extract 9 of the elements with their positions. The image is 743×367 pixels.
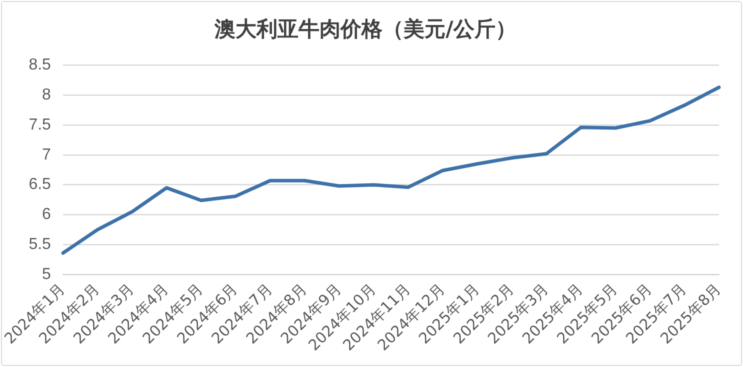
y-tick-label: 8 (42, 86, 52, 104)
y-tick-label: 6.5 (28, 176, 52, 194)
chart-title: 澳大利亚牛肉价格（美元/公斤） (214, 17, 516, 42)
y-tick-label: 8.5 (28, 56, 52, 74)
y-tick-label: 7.5 (28, 116, 52, 134)
y-tick-label: 5 (42, 266, 52, 283)
y-tick-label: 6 (42, 206, 52, 224)
y-tick-label: 5.5 (28, 236, 52, 254)
y-tick-label: 7 (42, 146, 52, 164)
